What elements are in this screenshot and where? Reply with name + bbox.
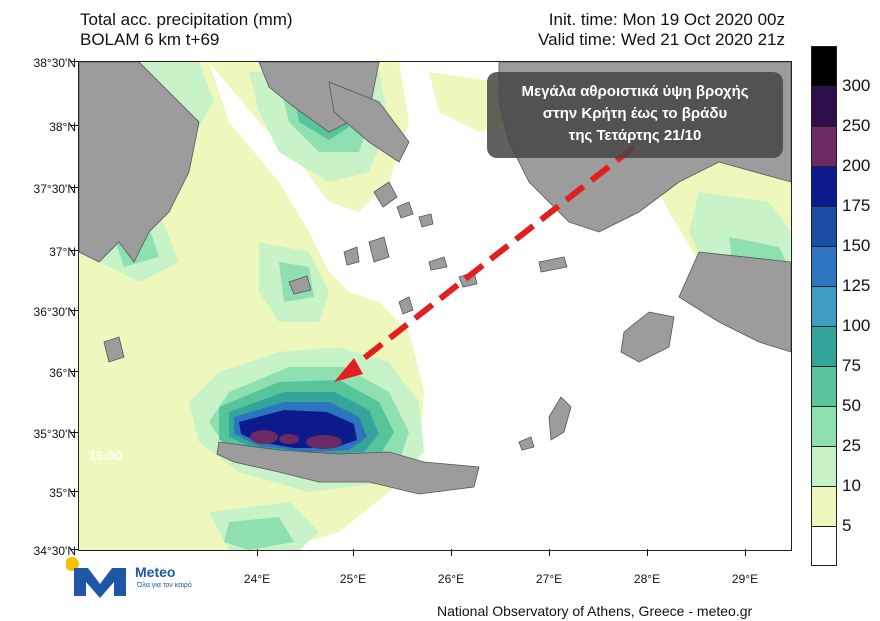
callout-box: Μεγάλα αθροιστικά ύψη βροχής στην Κρήτη … [487,72,783,158]
overlay-time-label: 15:00 [89,448,122,463]
amorgos-land [428,256,448,271]
legend-label: 200 [842,156,871,175]
legend-label: 250 [842,116,871,135]
lat-label: 35°N [49,486,76,500]
andros-land [373,181,398,208]
legend-label: 100 [842,316,871,335]
lon-tick [353,549,354,556]
lat-label: 37°N [49,245,76,259]
legend-swatch [811,46,837,86]
legend-label: 75 [842,356,861,375]
map-canvas: 15:00 [79,62,791,550]
crete-land [216,441,480,495]
lon-tick [451,549,452,556]
legend-swatch [811,206,837,246]
lon-label: 29°E [731,572,759,586]
logo-wordmark: Meteo [135,564,176,580]
legend-label: 125 [842,276,871,295]
lat-tick [70,187,78,188]
lat-tick [70,310,78,311]
lat-label: 36°30'N [33,305,76,319]
lat-label: 36°N [49,366,76,380]
lat-tick [70,549,78,550]
tinos-land [396,201,414,219]
lat-label: 35°30'N [33,427,76,441]
map-title: Total acc. precipitation (mm) [80,10,293,29]
m-mark-icon [74,568,126,598]
logo-tagline: Όλα για τον καιρό [137,582,192,589]
naxos-land [368,236,390,263]
callout-arrow [334,144,636,382]
callout-line: Μεγάλα αθροιστικά ύψη βροχής [521,83,749,100]
legend-label: 10 [842,476,861,495]
rhodes-land [620,311,675,363]
turkey-south-land [678,251,791,353]
meteo-logo[interactable] [66,556,196,602]
lon-label: 27°E [535,572,563,586]
map-header-right: Init. time: Mon 19 Oct 2020 00z Valid ti… [538,10,785,50]
peloponnese-land [79,62,200,263]
legend-label: 50 [842,396,861,415]
lat-tick [70,371,78,372]
legend-swatch [811,126,837,166]
lat-tick [70,61,78,62]
map-header-left: Total acc. precipitation (mm) BOLAM 6 km… [80,10,293,50]
lat-label: 37°30'N [33,182,76,196]
callout-line: στην Κρήτη έως το βράδυ [542,105,728,122]
lon-tick [257,549,258,556]
lat-label: 38°30'N [33,56,76,70]
lat-tick [70,491,78,492]
lat-tick [70,432,78,433]
precip-legend [811,46,837,566]
model-label: BOLAM 6 km t+69 [80,30,220,49]
legend-swatch [811,326,837,366]
legend-label: 5 [842,516,852,535]
legend-swatch [811,446,837,486]
sun-icon [66,557,79,571]
kos-land [538,256,568,273]
callout-line: της Τετάρτης 21/10 [568,127,702,144]
legend-swatch [811,486,837,526]
precip-250mm-layer [250,430,342,449]
lon-label: 24°E [243,572,271,586]
lon-label: 26°E [437,572,465,586]
legend-label: 175 [842,196,871,215]
legend-label: 150 [842,236,871,255]
lat-tick [70,125,78,126]
lat-label: 38°N [49,120,76,134]
legend-swatch [811,526,837,566]
legend-swatch [811,86,837,126]
kythira-land [103,336,125,363]
legend-swatch [811,246,837,286]
legend-swatch [811,366,837,406]
legend-swatch [811,286,837,326]
footer-credit: National Observatory of Athens, Greece -… [437,603,753,619]
lat-label: 34°30'N [33,544,76,558]
paros-land [343,246,360,266]
mykonos-land [418,213,434,228]
lat-tick [70,250,78,251]
init-time: Init. time: Mon 19 Oct 2020 00z [548,10,785,29]
lon-label: 28°E [633,572,661,586]
euboea-land [328,81,410,163]
lon-tick [745,549,746,556]
legend-label: 25 [842,436,861,455]
karpathos-land [548,396,572,441]
legend-label: 300 [842,76,871,95]
legend-swatch [811,166,837,206]
milos-land [288,275,312,295]
legend-swatch [811,406,837,446]
valid-time: Valid time: Wed 21 Oct 2020 21z [538,30,785,49]
lon-label: 25°E [339,572,367,586]
santorini-land [398,296,414,315]
lon-tick [647,549,648,556]
precipitation-map: 15:00 [78,61,792,551]
kasos-land [518,436,535,451]
lon-tick [549,549,550,556]
